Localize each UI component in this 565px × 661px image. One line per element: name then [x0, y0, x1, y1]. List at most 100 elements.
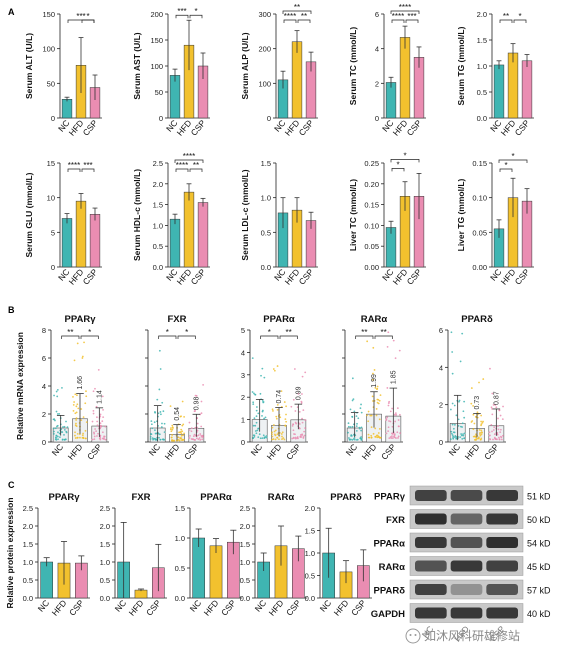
data-point: [397, 425, 400, 428]
significance-bracket: [355, 335, 374, 339]
data-point: [54, 436, 57, 439]
x-tick-label: CSP: [85, 442, 104, 462]
y-tick-label: 1.0: [100, 558, 110, 567]
data-point: [81, 357, 84, 359]
data-point: [191, 438, 194, 441]
x-tick-label: CSP: [297, 118, 316, 138]
bar-csp: [197, 202, 209, 268]
data-point: [271, 431, 273, 434]
data-point: [274, 429, 277, 432]
data-point: [197, 438, 200, 441]
data-point: [360, 429, 363, 432]
data-point: [387, 331, 390, 334]
data-point: [56, 388, 59, 391]
data-point: [171, 426, 174, 429]
chart-13: RARα NC 1.99 HFD 1.85 CSP ** **: [342, 314, 403, 462]
data-point: [393, 435, 395, 438]
data-point: [389, 420, 392, 423]
data-point: [83, 341, 85, 344]
data-point: [480, 414, 483, 417]
data-point: [285, 405, 288, 408]
y-tick-label: 0: [439, 438, 443, 447]
data-point: [160, 413, 162, 416]
y-tick-label: 1.5: [100, 540, 110, 549]
data-point: [272, 410, 274, 412]
y-tick-label: 2: [439, 401, 443, 410]
data-point: [388, 420, 390, 422]
data-point: [162, 410, 165, 413]
blot-protein-label: PPARγ: [374, 492, 406, 503]
data-point: [261, 437, 264, 440]
chart-14: 0 2 4 6 PPARδ NC 0.73 HFD 0.87 CSP: [439, 314, 506, 462]
data-point: [283, 438, 286, 441]
data-point: [73, 401, 76, 403]
blot-band: [450, 513, 483, 525]
blot-kd-label: 57 kD: [527, 586, 551, 596]
y-tick-label: 0: [267, 114, 271, 123]
data-point: [394, 412, 397, 415]
x-tick-label: HFD: [267, 598, 286, 618]
blot-band: [486, 537, 518, 548]
data-point: [367, 436, 370, 439]
data-point: [370, 414, 373, 417]
significance-bracket: [260, 335, 279, 339]
data-point: [84, 429, 87, 432]
y-axis-title: Relative mRNA expression: [15, 332, 25, 440]
y-tick-label: 8: [42, 326, 46, 335]
data-point: [179, 431, 181, 434]
data-point: [82, 432, 84, 435]
data-point: [395, 437, 397, 439]
x-tick-label: NC: [147, 442, 163, 458]
y-tick-label: 5: [241, 326, 245, 335]
x-tick-label: CSP: [297, 267, 316, 287]
data-point: [253, 417, 256, 420]
data-point: [455, 437, 458, 440]
significance-label: *: [403, 151, 406, 160]
significance-label: ***: [83, 161, 92, 170]
data-point: [451, 372, 454, 375]
data-point: [252, 434, 255, 437]
data-point: [82, 437, 85, 439]
data-point: [488, 431, 491, 434]
data-point: [352, 398, 355, 400]
y-axis-title: Serum GLU (mmol/L): [24, 172, 34, 257]
y-tick-label: 150: [42, 10, 55, 19]
data-point: [271, 435, 274, 438]
data-point: [388, 437, 391, 439]
y-tick-label: 1.0: [261, 194, 271, 203]
data-point: [200, 400, 203, 403]
data-point: [292, 437, 295, 440]
data-point: [171, 428, 174, 431]
data-point: [84, 402, 87, 405]
blot-band: [486, 584, 518, 595]
y-tick-label: 3: [241, 371, 245, 380]
data-point: [284, 425, 287, 427]
y-tick-label: 0.0: [261, 263, 271, 272]
y-tick-label: 1: [241, 416, 245, 425]
data-point: [391, 407, 394, 410]
blot-kd-label: 54 kD: [527, 539, 551, 549]
significance-bracket: [499, 19, 513, 23]
significance-bracket: [391, 168, 405, 172]
data-point: [499, 428, 502, 431]
significance-label: *: [268, 328, 271, 337]
data-point: [492, 403, 495, 406]
data-point: [52, 432, 55, 435]
data-point: [190, 430, 193, 433]
data-point: [297, 392, 300, 395]
data-point: [252, 401, 255, 404]
data-point: [279, 416, 282, 419]
data-point: [367, 433, 370, 436]
chart-title: PPARα: [263, 314, 295, 325]
western-blot: PPARγ 51 kD FXR 50 kD PPARα 54 kD RARα 45 kD PPA…: [371, 485, 551, 644]
y-tick-label: 0.5: [305, 572, 315, 581]
data-point: [62, 426, 64, 428]
data-point: [378, 428, 381, 430]
bar-hfd: [183, 191, 195, 268]
data-point: [376, 398, 379, 401]
